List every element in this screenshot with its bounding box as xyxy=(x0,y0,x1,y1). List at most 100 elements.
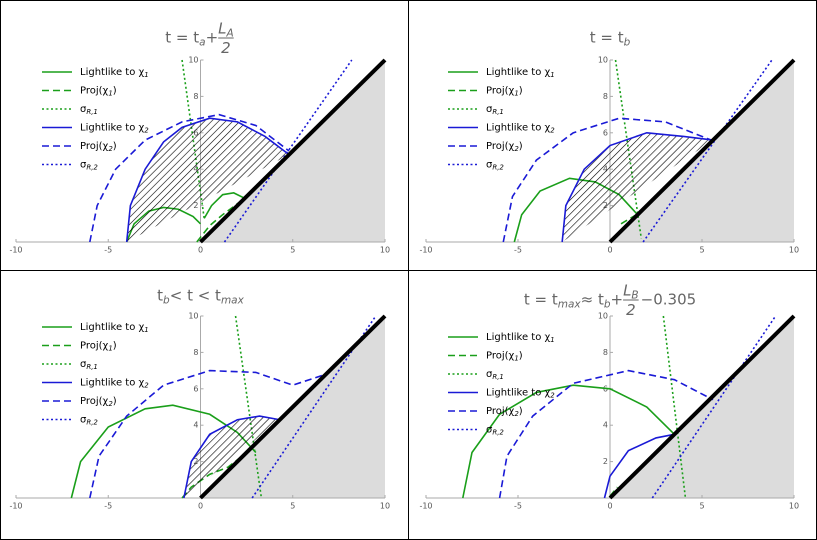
rich-text: Proj(χ xyxy=(486,406,515,417)
rich-text: 1 xyxy=(550,336,554,344)
y-tick-label: 8 xyxy=(603,92,608,101)
rich-text: σ xyxy=(80,359,87,370)
y-tick-label: 4 xyxy=(193,421,198,430)
boundary-line xyxy=(199,314,387,500)
legend-entry: σ R,2 xyxy=(486,425,504,437)
x-tick-label: -5 xyxy=(104,502,112,511)
series-line xyxy=(498,369,714,499)
series-line xyxy=(651,315,777,499)
legend-entry: Proj(χ 2) xyxy=(486,406,523,418)
rich-text: B xyxy=(631,290,638,302)
rich-text: Lightlike to χ xyxy=(80,123,144,134)
hatch-area xyxy=(126,118,290,242)
rich-text: R,2 xyxy=(86,164,98,172)
rich-text: t xyxy=(157,287,163,305)
y-tick-label: 2 xyxy=(193,201,198,210)
rich-text: 1 xyxy=(550,71,554,79)
legend-entry: σ R,2 xyxy=(80,415,98,427)
rich-text: max xyxy=(558,299,582,311)
rich-text: σ xyxy=(486,425,493,436)
rich-text: ) xyxy=(519,141,523,152)
legend-entry: Proj(χ 2) xyxy=(486,141,523,153)
legend-entry: σ R,1 xyxy=(486,369,504,381)
x-tick-label: 0 xyxy=(607,502,612,511)
series-line xyxy=(234,315,263,499)
legend-entry: Proj(χ 2) xyxy=(80,396,117,408)
rich-text: σ xyxy=(486,104,493,115)
rich-text: b xyxy=(163,295,170,307)
x-tick-label: 10 xyxy=(380,246,390,255)
rich-text: ) xyxy=(519,406,523,417)
boundary-line xyxy=(608,314,796,500)
boundary-line xyxy=(199,58,387,244)
series-line xyxy=(183,415,280,499)
rich-text: 1 xyxy=(108,90,112,98)
x-tick-label: 0 xyxy=(607,246,612,255)
rich-text: σ xyxy=(80,415,87,426)
y-tick-label: 10 xyxy=(598,312,608,321)
rich-text: < t < t xyxy=(170,287,221,305)
series-line xyxy=(462,384,675,499)
x-tick-label: 5 xyxy=(290,502,295,511)
rich-text: 1 xyxy=(144,326,148,334)
rich-text: L xyxy=(623,282,631,300)
rich-text: Proj(χ xyxy=(80,396,109,407)
rich-text: ) xyxy=(113,86,117,97)
series-line xyxy=(251,315,377,499)
rich-text: max xyxy=(221,295,245,307)
rich-text: + xyxy=(610,291,623,309)
x-tick-label: 0 xyxy=(198,246,203,255)
legend-entry: σ R,2 xyxy=(486,160,504,172)
rich-text: Lightlike to χ xyxy=(486,332,550,343)
rich-text: R,1 xyxy=(86,108,98,116)
rich-text: b xyxy=(624,37,631,49)
x-tick-label: -10 xyxy=(419,502,432,511)
rich-text: σ xyxy=(80,160,87,171)
rich-text: Proj(χ xyxy=(80,141,109,152)
rich-text: 2 xyxy=(144,382,149,390)
rich-text: 2 xyxy=(550,127,555,135)
rich-text: t = t xyxy=(524,291,558,309)
x-tick-label: -5 xyxy=(514,246,522,255)
legend-entry: σ R,1 xyxy=(80,359,98,371)
rich-text: R,2 xyxy=(492,429,504,437)
rich-text: Proj(χ xyxy=(80,341,109,352)
rich-text: R,2 xyxy=(492,164,504,172)
rich-text: b xyxy=(604,299,611,311)
hatch-area xyxy=(183,416,280,498)
rich-text: ) xyxy=(113,341,117,352)
rich-text: σ xyxy=(486,160,493,171)
rich-text: −0.305 xyxy=(641,291,697,309)
x-tick-label: -5 xyxy=(514,502,522,511)
y-tick-label: 8 xyxy=(603,348,608,357)
series-line xyxy=(603,433,675,499)
rich-text: 2 xyxy=(144,127,149,135)
rich-text: Proj(χ xyxy=(486,351,515,362)
series-line xyxy=(502,117,712,243)
x-tick-label: -10 xyxy=(419,246,432,255)
legend-entry: Proj(χ 1) xyxy=(80,86,117,98)
rich-text: 2 xyxy=(108,400,113,408)
legend-entry: Proj(χ 1) xyxy=(486,351,523,363)
rich-text: Proj(χ xyxy=(80,86,109,97)
rich-text: ≈ t xyxy=(581,291,604,309)
x-tick-label: -10 xyxy=(9,246,22,255)
rich-text: R,2 xyxy=(86,419,98,427)
rich-text: a xyxy=(199,37,205,49)
rich-text: R,1 xyxy=(86,363,98,371)
series-line xyxy=(223,59,353,243)
rich-text: R,1 xyxy=(492,108,504,116)
rich-text: Proj(χ xyxy=(486,86,515,97)
rich-text: Proj(χ xyxy=(486,141,515,152)
